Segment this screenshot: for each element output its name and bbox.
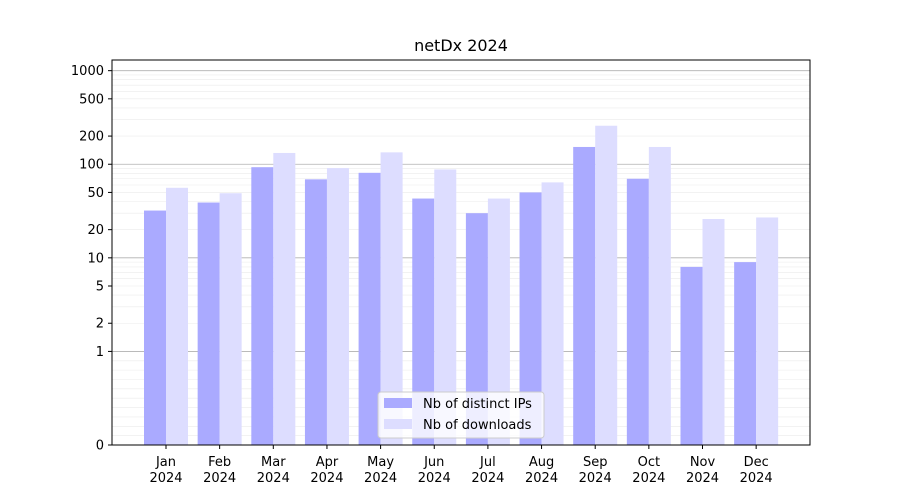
legend: Nb of distinct IPs Nb of downloads <box>377 391 545 439</box>
bar-downloads <box>702 218 725 445</box>
bar-downloads <box>487 198 510 445</box>
y-tick-label: 500 <box>79 92 104 107</box>
x-tick-label: Dec 2024 <box>740 455 773 486</box>
bar-downloads <box>166 187 188 445</box>
chart-title: netDx 2024 <box>414 36 508 55</box>
bar-distinct-ips <box>144 210 166 445</box>
bar-downloads <box>273 152 296 445</box>
y-tick-label: 200 <box>79 130 104 145</box>
x-tick-label: Jul 2024 <box>471 455 504 486</box>
bar-downloads <box>595 125 618 445</box>
bar-distinct-ips <box>734 262 757 445</box>
bar-distinct-ips <box>519 192 542 445</box>
y-tick-label: 1000 <box>71 64 104 79</box>
bar-downloads <box>380 152 403 445</box>
x-tick-label: Feb 2024 <box>203 455 236 486</box>
x-tick-label: Aug 2024 <box>525 455 558 486</box>
bar-distinct-ips <box>465 213 488 445</box>
bar-distinct-ips <box>573 146 596 446</box>
bar-downloads <box>219 193 242 445</box>
y-tick-label: 10 <box>87 251 104 266</box>
bar-downloads <box>648 146 671 446</box>
bar-distinct-ips <box>304 179 327 445</box>
legend-swatch <box>384 398 412 408</box>
legend-box <box>377 391 545 439</box>
x-tick-label: Apr 2024 <box>310 455 343 486</box>
bar-downloads <box>434 169 457 446</box>
x-tick-label: May 2024 <box>364 455 397 486</box>
bar-distinct-ips <box>197 202 220 445</box>
legend-swatch <box>384 419 412 429</box>
x-tick-label: Sep 2024 <box>579 455 612 486</box>
y-tick-label: 20 <box>87 223 104 238</box>
bar-distinct-ips <box>626 178 649 446</box>
bar-distinct-ips <box>358 172 381 445</box>
bar-distinct-ips <box>680 266 703 445</box>
plot-frame <box>111 59 811 446</box>
bars <box>144 125 779 446</box>
bar-distinct-ips <box>251 167 274 446</box>
y-tick-label: 5 <box>96 280 104 295</box>
y-tick-label: 2 <box>96 317 104 332</box>
legend-label: Nb of downloads <box>423 418 532 433</box>
y-tick-label: 50 <box>87 186 104 201</box>
y-tick-label: 100 <box>79 158 104 173</box>
y-tick-label: 1 <box>96 345 104 360</box>
bar-distinct-ips <box>412 198 435 445</box>
x-tick-label: Nov 2024 <box>686 455 719 486</box>
bar-downloads <box>326 168 349 445</box>
x-tick-label: Oct 2024 <box>632 455 665 486</box>
x-tick-label: Jun 2024 <box>418 455 451 486</box>
x-tick-label: Jan 2024 <box>149 455 182 486</box>
legend-label: Nb of distinct IPs <box>423 397 532 412</box>
y-tick-label: 0 <box>96 439 104 454</box>
x-tick-label: Mar 2024 <box>257 455 290 486</box>
y-axis: 0 1 2 5 10 20 50 100 200 500 1000 <box>71 64 112 454</box>
bar-downloads <box>541 182 564 445</box>
x-axis: Jan 2024 Feb 2024 Mar 2024 Apr 2024 May 2024 Jun 20… <box>149 445 773 486</box>
bar-downloads <box>756 217 779 445</box>
